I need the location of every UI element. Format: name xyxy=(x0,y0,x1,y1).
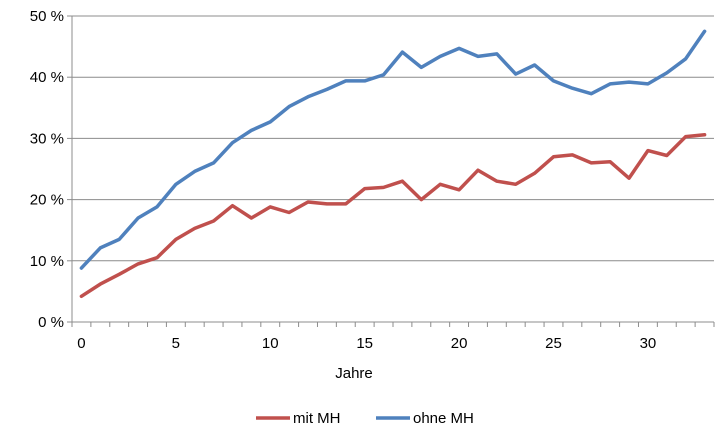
x-tick-label-5: 5 xyxy=(172,335,180,352)
legend: mit MH ohne MH xyxy=(256,410,474,427)
x-tick-label-10: 10 xyxy=(262,335,279,352)
y-tick-label-40: 40 % xyxy=(30,69,64,86)
axes xyxy=(67,15,715,327)
y-tick-label-20: 20 % xyxy=(30,192,64,209)
y-tick-label-10: 10 % xyxy=(30,253,64,270)
x-tick-label-0: 0 xyxy=(77,335,85,352)
series-lines xyxy=(79,29,707,299)
legend-ohne-mh-label: ohne MH xyxy=(413,410,474,427)
x-axis-title: Jahre xyxy=(335,365,373,382)
grid-lines xyxy=(72,15,714,262)
series-line-mit-mh xyxy=(79,132,707,299)
y-tick-label-50: 50 % xyxy=(30,8,64,25)
x-tick-label-15: 15 xyxy=(356,335,373,352)
legend-mit-mh-label: mit MH xyxy=(293,410,341,427)
series-line-ohne-mh xyxy=(79,29,707,270)
tick-labels: 0 % 10 % 20 % 30 % 40 % 50 % 0 5 10 15 20 25 30 xyxy=(30,8,656,352)
x-tick-label-20: 20 xyxy=(451,335,468,352)
x-tick-label-30: 30 xyxy=(640,335,657,352)
y-tick-label-0: 0 % xyxy=(38,314,64,331)
x-tick-label-25: 25 xyxy=(545,335,562,352)
y-tick-label-30: 30 % xyxy=(30,130,64,147)
